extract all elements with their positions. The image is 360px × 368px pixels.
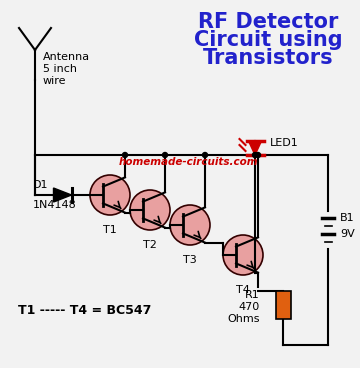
Text: homemade-circuits.com: homemade-circuits.com <box>118 157 258 167</box>
Circle shape <box>130 190 170 230</box>
Text: Ohms: Ohms <box>228 314 260 324</box>
Text: RF Detector: RF Detector <box>198 12 338 32</box>
Text: LED1: LED1 <box>270 138 299 148</box>
Text: Antenna: Antenna <box>43 52 90 62</box>
Text: Circuit using: Circuit using <box>194 30 342 50</box>
Polygon shape <box>54 188 72 202</box>
Circle shape <box>90 175 130 215</box>
Text: Transistors: Transistors <box>203 48 333 68</box>
Text: B1: B1 <box>340 213 355 223</box>
Text: R1: R1 <box>245 290 260 300</box>
Text: D1: D1 <box>33 180 49 190</box>
Text: T1 ----- T4 = BC547: T1 ----- T4 = BC547 <box>18 304 151 316</box>
Text: T2: T2 <box>143 240 157 250</box>
Circle shape <box>256 152 261 158</box>
Circle shape <box>252 152 257 158</box>
Circle shape <box>202 152 207 158</box>
FancyBboxPatch shape <box>275 291 291 319</box>
Circle shape <box>122 152 127 158</box>
Polygon shape <box>248 141 261 155</box>
Text: 5 inch: 5 inch <box>43 64 77 74</box>
Text: 470: 470 <box>239 302 260 312</box>
Text: wire: wire <box>43 76 67 86</box>
Text: T4: T4 <box>236 285 250 295</box>
Circle shape <box>162 152 167 158</box>
Text: T3: T3 <box>183 255 197 265</box>
Circle shape <box>170 205 210 245</box>
Text: 9V: 9V <box>340 229 355 239</box>
Text: 1N4148: 1N4148 <box>33 200 77 210</box>
Text: T1: T1 <box>103 225 117 235</box>
Circle shape <box>223 235 263 275</box>
